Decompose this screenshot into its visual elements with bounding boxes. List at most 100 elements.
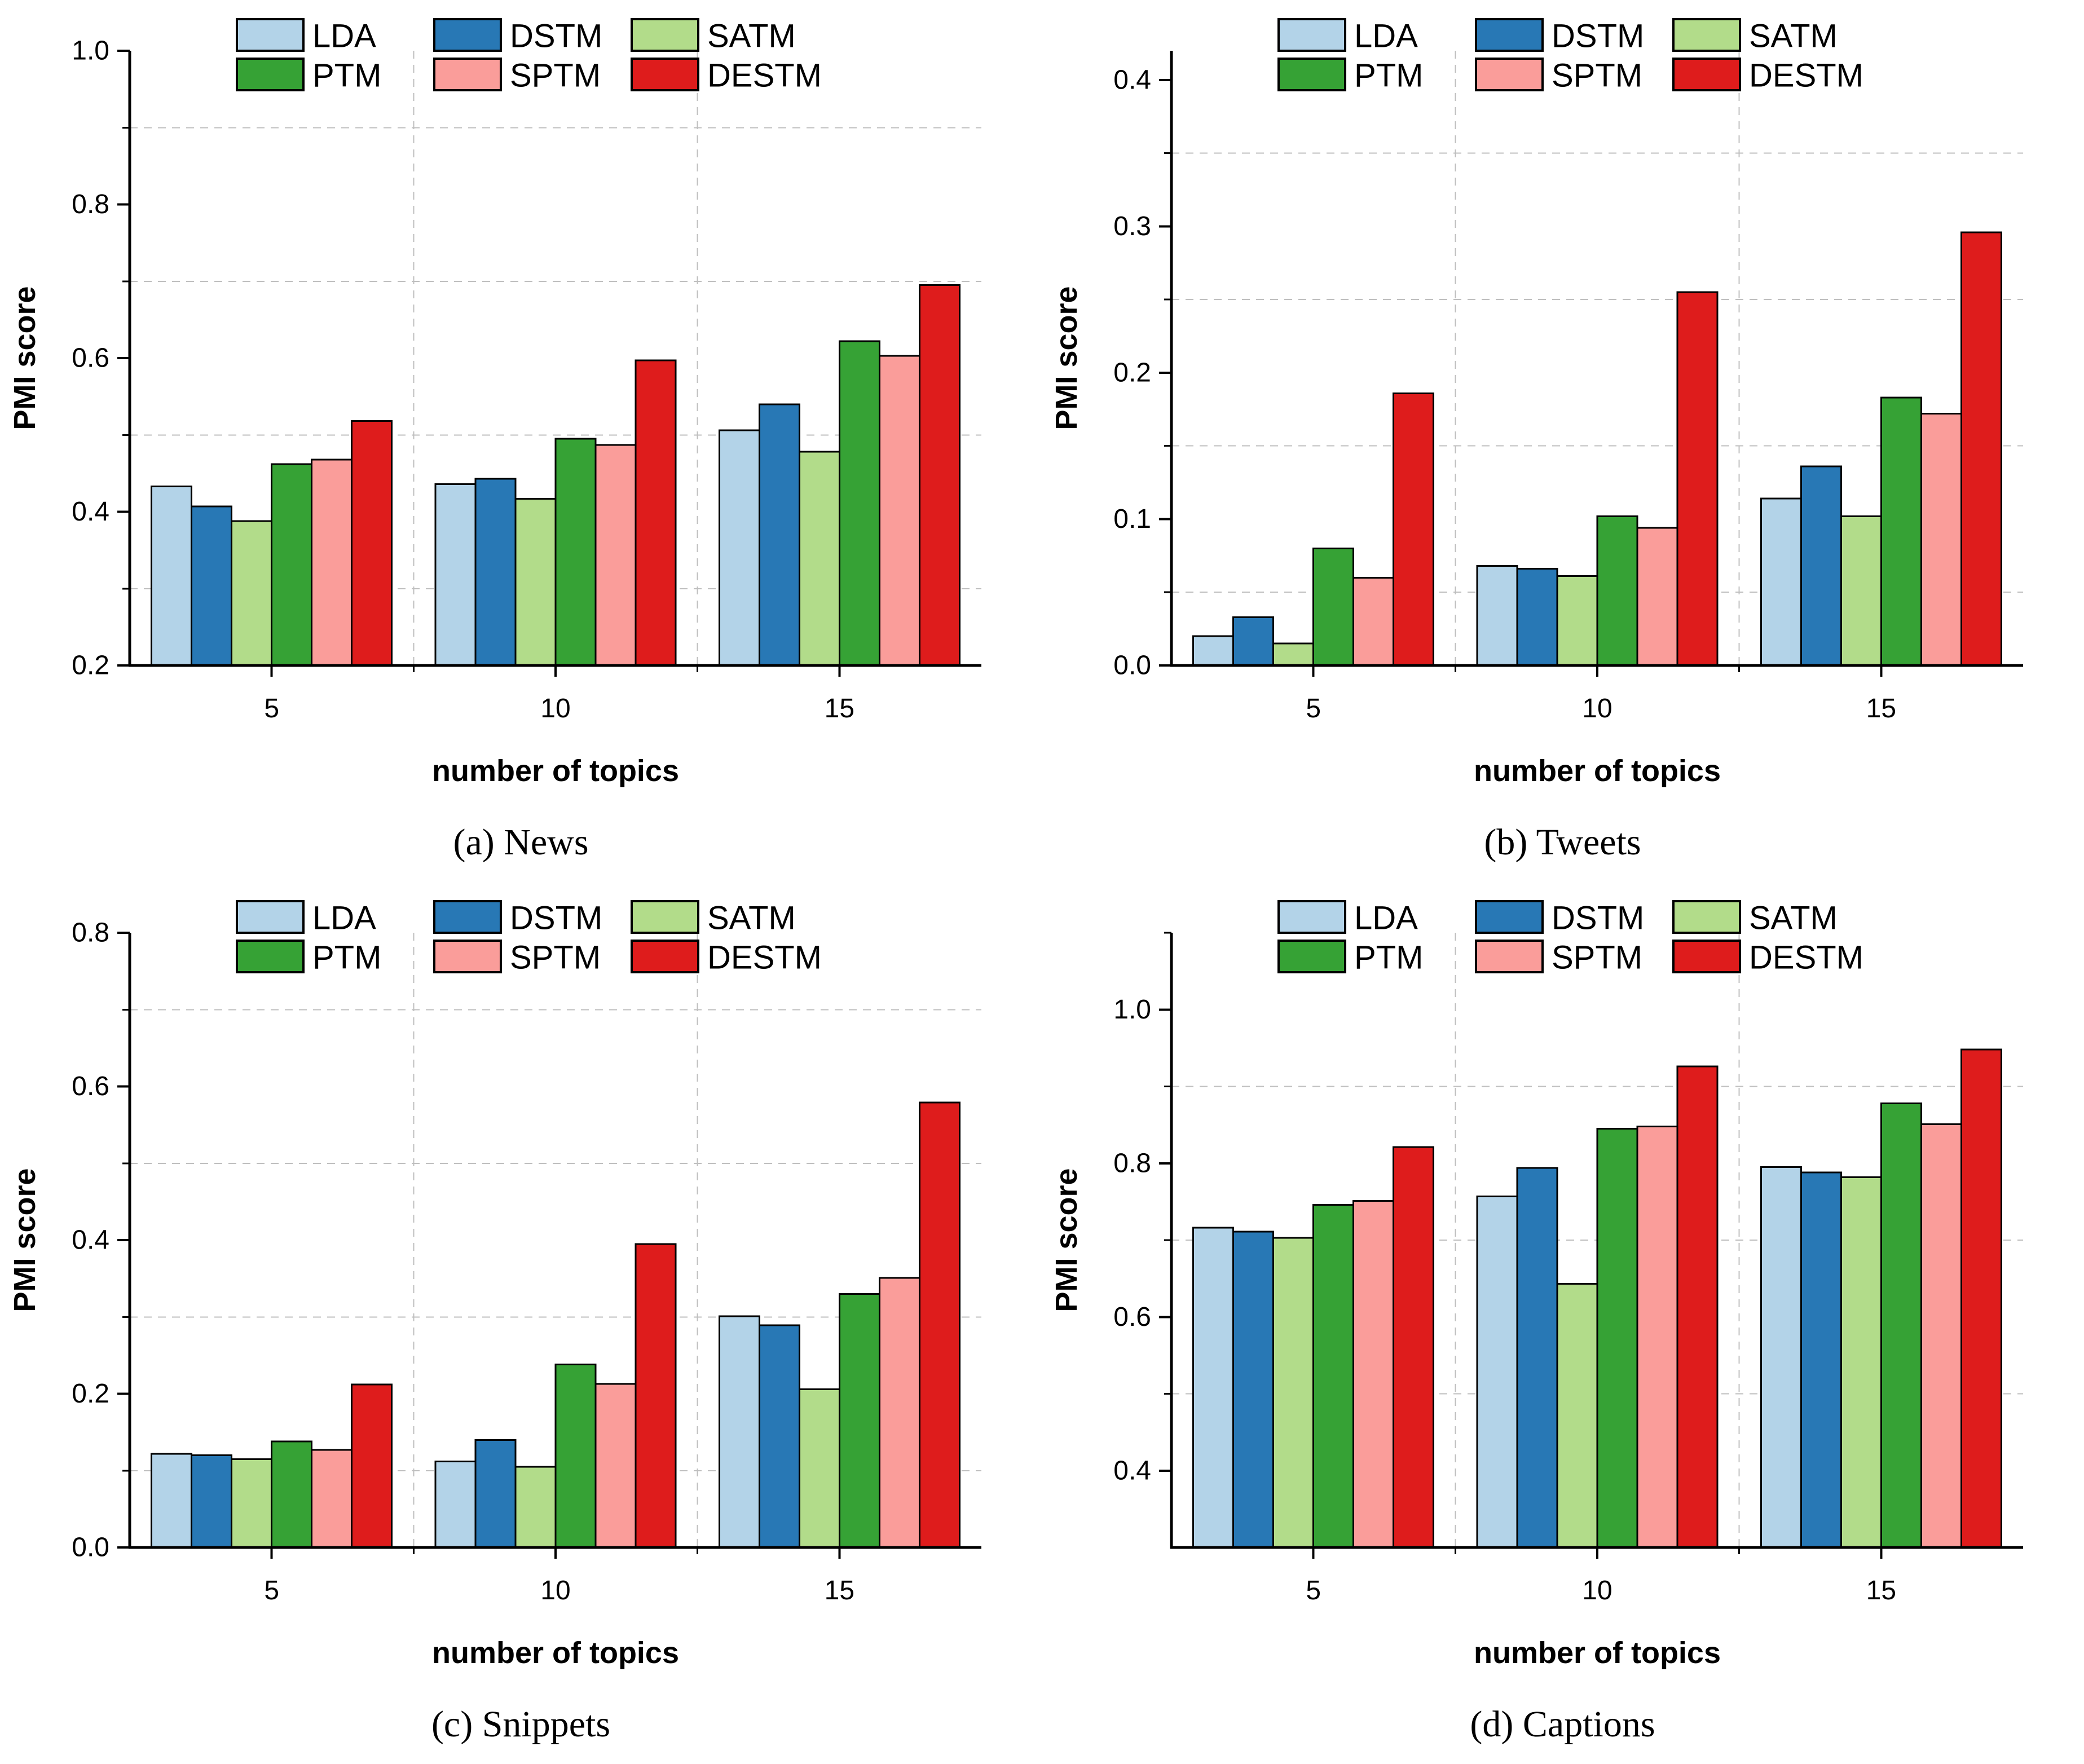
legend-swatch-LDA	[1277, 900, 1346, 934]
y-tick-label: 0.4	[72, 1225, 109, 1255]
y-tick-label: 0.6	[72, 1071, 109, 1101]
legend-swatch-DSTM	[1475, 900, 1544, 934]
y-tick-label: 1.0	[1113, 995, 1151, 1025]
legend-label-DESTM: DESTM	[1749, 940, 1863, 976]
y-tick-label: 0.0	[72, 1533, 109, 1563]
bar-PTM-5	[1312, 1203, 1355, 1549]
bar-SPTM-5	[311, 458, 353, 667]
bar-LDA-5	[151, 1453, 193, 1549]
legend-swatch-PTM	[236, 940, 305, 973]
y-tick-label: 0.2	[72, 1379, 109, 1409]
x-tick-label: 15	[825, 694, 854, 724]
bar-PTM-10	[554, 1364, 597, 1549]
y-tick-label: 0.8	[1113, 1148, 1151, 1178]
panel-c-snippets: 0.0 0.2 0.4 0.6 0.8 5 10 15 PMI score number of t…	[0, 882, 1042, 1764]
bar-SATM-15	[798, 1388, 840, 1549]
bar-DSTM-15	[1800, 465, 1842, 667]
bar-DESTM-10	[635, 1243, 677, 1549]
bar-DSTM-10	[474, 1439, 517, 1549]
x-tick-label: 5	[264, 1576, 279, 1606]
bar-DESTM-5	[1393, 1146, 1435, 1549]
bar-DSTM-15	[1800, 1171, 1842, 1549]
legend-label-LDA: LDA	[312, 900, 376, 937]
bar-PTM-15	[1880, 1102, 1922, 1549]
bar-DSTM-15	[758, 1324, 800, 1549]
y-axis-title: PMI score	[8, 1168, 42, 1312]
x-axis-title: number of topics	[432, 1636, 679, 1670]
y-tick-label: 0.8	[72, 918, 109, 948]
legend-label-DESTM: DESTM	[1749, 58, 1863, 94]
bar-SATM-15	[1840, 515, 1882, 667]
legend-swatch-PTM	[236, 58, 305, 91]
legend-label-PTM: PTM	[312, 940, 381, 976]
legend-swatch-LDA	[236, 18, 305, 52]
bar-SATM-10	[514, 497, 557, 667]
bar-DSTM-10	[1516, 568, 1558, 667]
bar-SATM-5	[231, 1458, 273, 1549]
bar-SATM-5	[1272, 642, 1315, 667]
bar-DESTM-15	[1960, 1048, 2002, 1549]
legend-swatch-DSTM	[433, 18, 502, 52]
bar-DSTM-15	[758, 403, 800, 667]
legend-swatch-DESTM	[1672, 58, 1741, 91]
legend-label-SATM: SATM	[1749, 18, 1838, 55]
legend-swatch-SPTM	[433, 940, 502, 973]
y-tick-label: 0.1	[1113, 504, 1151, 534]
bar-DESTM-15	[1960, 231, 2002, 667]
bar-PTM-5	[1312, 547, 1355, 667]
bar-SPTM-10	[1636, 1125, 1678, 1549]
y-tick-label: 0.4	[1113, 65, 1151, 95]
bar-DSTM-10	[1516, 1167, 1558, 1549]
legend-swatch-LDA	[236, 900, 305, 934]
bar-SPTM-10	[594, 444, 637, 667]
legend-swatch-DESTM	[1672, 940, 1741, 973]
legend-swatch-SATM	[1672, 18, 1741, 52]
y-tick-label: 0.4	[1113, 1456, 1151, 1485]
bar-SATM-10	[1556, 1283, 1598, 1549]
legend-label-SPTM: SPTM	[1552, 940, 1642, 976]
legend-label-PTM: PTM	[312, 58, 381, 94]
x-tick-label: 10	[540, 1576, 570, 1606]
caption-c: (c) Snippets	[431, 1704, 611, 1745]
bar-DESTM-5	[351, 420, 393, 667]
bar-DSTM-5	[1232, 616, 1275, 667]
legend-label-DSTM: DSTM	[1552, 18, 1644, 55]
x-tick-label: 10	[540, 694, 570, 724]
y-axis-title: PMI score	[1050, 1168, 1083, 1312]
legend-label-LDA: LDA	[312, 18, 376, 55]
legend-swatch-DSTM	[433, 900, 502, 934]
chart-b-tweets: 0.0 0.1 0.2 0.3 0.4 5 10 15 PMI score number of t…	[1050, 18, 2023, 788]
legend-swatch-SATM	[631, 900, 699, 934]
caption-b: (b) Tweets	[1484, 822, 1641, 863]
bar-LDA-5	[1192, 635, 1235, 667]
bar-DESTM-10	[1676, 1065, 1719, 1549]
bar-LDA-15	[718, 1315, 760, 1549]
chart-d-captions: 0.4 0.6 0.8 1.0 5 10 15 PMI score number of topi…	[1050, 900, 2023, 1670]
bar-DSTM-5	[191, 505, 233, 667]
legend-label-SATM: SATM	[707, 900, 796, 937]
bar-PTM-5	[271, 463, 313, 667]
legend-label-SATM: SATM	[1749, 900, 1838, 937]
x-tick-label: 10	[1582, 694, 1612, 724]
x-tick-label: 15	[1866, 1576, 1896, 1606]
legend-label-DESTM: DESTM	[707, 940, 822, 976]
bar-DSTM-10	[474, 478, 517, 667]
bar-SPTM-5	[311, 1449, 353, 1549]
bar-DSTM-5	[1232, 1231, 1275, 1549]
panel-a-news: 0.2 0.4 0.6 0.8 1.0 5 10 15 PMI score number of t…	[0, 0, 1042, 882]
bar-SATM-10	[514, 1466, 557, 1549]
bar-SPTM-10	[594, 1383, 637, 1549]
x-tick-label: 15	[825, 1576, 854, 1606]
legend-swatch-LDA	[1277, 18, 1346, 52]
bar-SATM-10	[1556, 575, 1598, 667]
bar-LDA-10	[1476, 1195, 1518, 1549]
bar-SPTM-15	[878, 1277, 920, 1549]
legend-label-LDA: LDA	[1354, 900, 1418, 937]
legend-swatch-PTM	[1277, 940, 1346, 973]
legend-label-DESTM: DESTM	[707, 58, 822, 94]
bar-SPTM-15	[1920, 1123, 1962, 1549]
y-tick-label: 0.4	[72, 497, 109, 527]
legend-label-DSTM: DSTM	[510, 18, 602, 55]
x-tick-label: 15	[1866, 694, 1896, 724]
